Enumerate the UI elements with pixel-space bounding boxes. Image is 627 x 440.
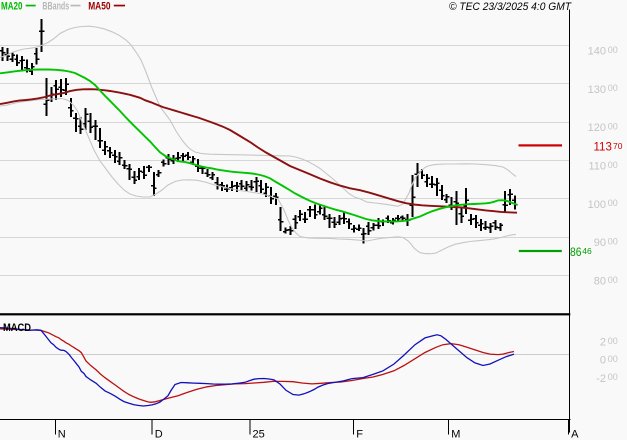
svg-text:A: A bbox=[571, 429, 579, 440]
svg-text:MACD: MACD bbox=[3, 322, 31, 334]
svg-text:110: 110 bbox=[588, 161, 606, 173]
svg-text:00: 00 bbox=[608, 372, 618, 382]
svg-text:2: 2 bbox=[600, 337, 606, 349]
svg-text:0: 0 bbox=[600, 355, 606, 367]
svg-text:MA50: MA50 bbox=[88, 0, 110, 12]
svg-text:00: 00 bbox=[608, 354, 618, 364]
svg-text:140: 140 bbox=[588, 46, 606, 58]
svg-text:25: 25 bbox=[253, 429, 265, 440]
svg-text:00: 00 bbox=[608, 336, 618, 346]
svg-text:MA20: MA20 bbox=[1, 0, 23, 12]
svg-text:90: 90 bbox=[594, 237, 606, 249]
svg-text:80: 80 bbox=[594, 276, 606, 288]
svg-text:00: 00 bbox=[608, 122, 618, 132]
svg-text:46: 46 bbox=[582, 246, 592, 256]
svg-text:00: 00 bbox=[608, 237, 618, 247]
svg-text:F: F bbox=[356, 429, 363, 440]
svg-text:00: 00 bbox=[608, 83, 618, 93]
svg-text:130: 130 bbox=[588, 84, 606, 96]
svg-text:00: 00 bbox=[608, 45, 618, 55]
svg-text:N: N bbox=[58, 429, 66, 440]
svg-text:00: 00 bbox=[608, 275, 618, 285]
svg-text:-2: -2 bbox=[596, 373, 606, 385]
svg-text:100: 100 bbox=[588, 199, 606, 211]
svg-text:00: 00 bbox=[608, 160, 618, 170]
svg-text:70: 70 bbox=[613, 141, 623, 151]
svg-text:113: 113 bbox=[594, 141, 612, 153]
svg-text:D: D bbox=[155, 429, 163, 440]
svg-text:86: 86 bbox=[570, 245, 582, 259]
svg-text:BBands: BBands bbox=[42, 0, 69, 12]
svg-text:120: 120 bbox=[588, 122, 606, 134]
svg-text:© TEC 23/3/2025 4:0 GMT: © TEC 23/3/2025 4:0 GMT bbox=[449, 1, 572, 13]
svg-text:00: 00 bbox=[608, 198, 618, 208]
svg-text:M: M bbox=[451, 429, 460, 440]
